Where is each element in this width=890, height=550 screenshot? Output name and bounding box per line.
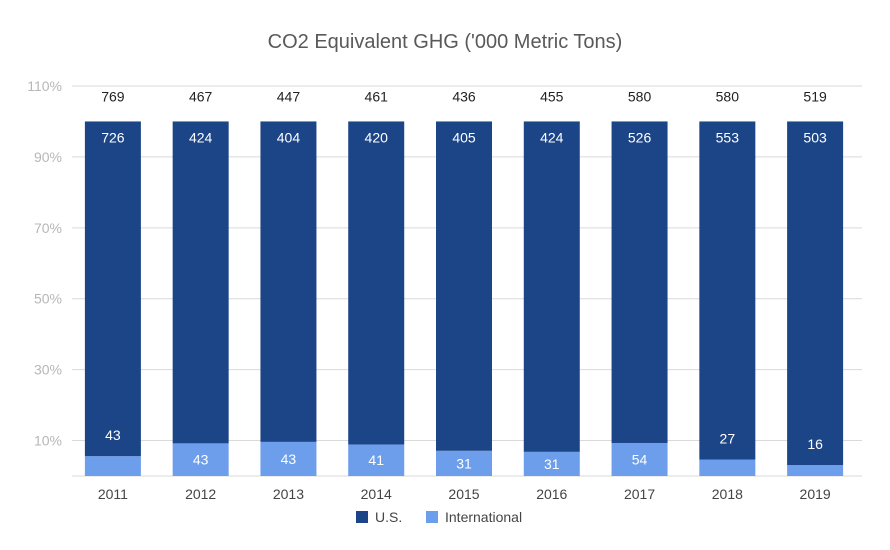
bar-us — [436, 121, 492, 451]
total-label: 769 — [101, 88, 125, 104]
bar-international — [787, 465, 844, 476]
bar-international — [436, 450, 492, 476]
legend-label: International — [445, 509, 522, 525]
bar-us — [348, 121, 405, 445]
y-tick-label: 30% — [34, 362, 62, 378]
bar-international — [348, 444, 405, 476]
data-label-us: 424 — [540, 129, 564, 145]
y-tick-label: 50% — [34, 291, 62, 307]
x-axis-ticks: 2011 2012 2013 2014 2015 2016 2017 2018 2019 — [98, 486, 831, 502]
data-label-international: 41 — [368, 452, 384, 468]
bar-us — [611, 121, 668, 443]
bar-us — [172, 121, 229, 444]
data-label-international: 31 — [456, 455, 472, 471]
x-tick-label: 2019 — [800, 486, 831, 502]
bars — [84, 121, 844, 476]
data-label-us: 420 — [365, 129, 389, 145]
bar-international — [260, 441, 317, 476]
x-tick-label: 2017 — [624, 486, 655, 502]
x-tick-label: 2013 — [273, 486, 304, 502]
total-label: 461 — [365, 88, 389, 104]
legend-swatch — [356, 511, 368, 523]
bar-us — [260, 121, 317, 442]
legend-swatch — [426, 511, 438, 523]
data-label-international: 16 — [807, 436, 823, 452]
x-tick-label: 2012 — [185, 486, 216, 502]
y-tick-label: 70% — [34, 220, 62, 236]
total-label: 455 — [540, 88, 564, 104]
data-label-us: 526 — [628, 129, 652, 145]
total-label: 467 — [189, 88, 213, 104]
bar-international — [611, 442, 668, 476]
y-tick-label: 110% — [27, 78, 62, 94]
data-label-international: 43 — [193, 452, 209, 468]
data-label-international: 54 — [632, 451, 648, 467]
data-label-us: 424 — [189, 129, 213, 145]
x-tick-label: 2018 — [712, 486, 743, 502]
x-tick-label: 2011 — [98, 486, 128, 502]
data-label-international: 43 — [281, 451, 297, 467]
total-label: 580 — [716, 88, 740, 104]
data-label-international: 43 — [105, 427, 121, 443]
y-axis-ticks: 10% 30% 50% 70% 90% 110% — [27, 78, 62, 449]
y-tick-label: 90% — [34, 149, 62, 165]
bar-international — [523, 451, 580, 476]
bar-us — [699, 121, 756, 460]
bar-us — [523, 121, 580, 452]
x-tick-label: 2015 — [448, 486, 479, 502]
y-tick-label: 10% — [34, 433, 62, 449]
bar-international — [699, 459, 756, 476]
total-label: 436 — [452, 88, 476, 104]
bar-us — [787, 121, 844, 466]
data-label-us: 404 — [277, 129, 301, 145]
data-label-international: 31 — [544, 456, 560, 472]
bar-us — [84, 121, 141, 457]
bar-international — [172, 443, 229, 476]
total-label: 519 — [803, 88, 827, 104]
legend: U.S. International — [356, 509, 522, 525]
data-label-us: 553 — [716, 129, 740, 145]
x-tick-label: 2016 — [536, 486, 567, 502]
x-tick-label: 2014 — [361, 486, 392, 502]
data-label-us: 726 — [101, 129, 125, 145]
data-label-us: 405 — [452, 129, 476, 145]
total-label: 580 — [628, 88, 652, 104]
legend-label: U.S. — [375, 509, 402, 525]
data-labels: 769 726 43 467 424 43 447 404 43 461 420 41 436 405 31… — [101, 88, 827, 471]
chart-title: CO2 Equivalent GHG ('000 Metric Tons) — [268, 31, 623, 53]
bar-international — [84, 456, 141, 476]
data-label-international: 27 — [720, 430, 736, 446]
data-label-us: 503 — [803, 129, 827, 145]
total-label: 447 — [277, 88, 301, 104]
